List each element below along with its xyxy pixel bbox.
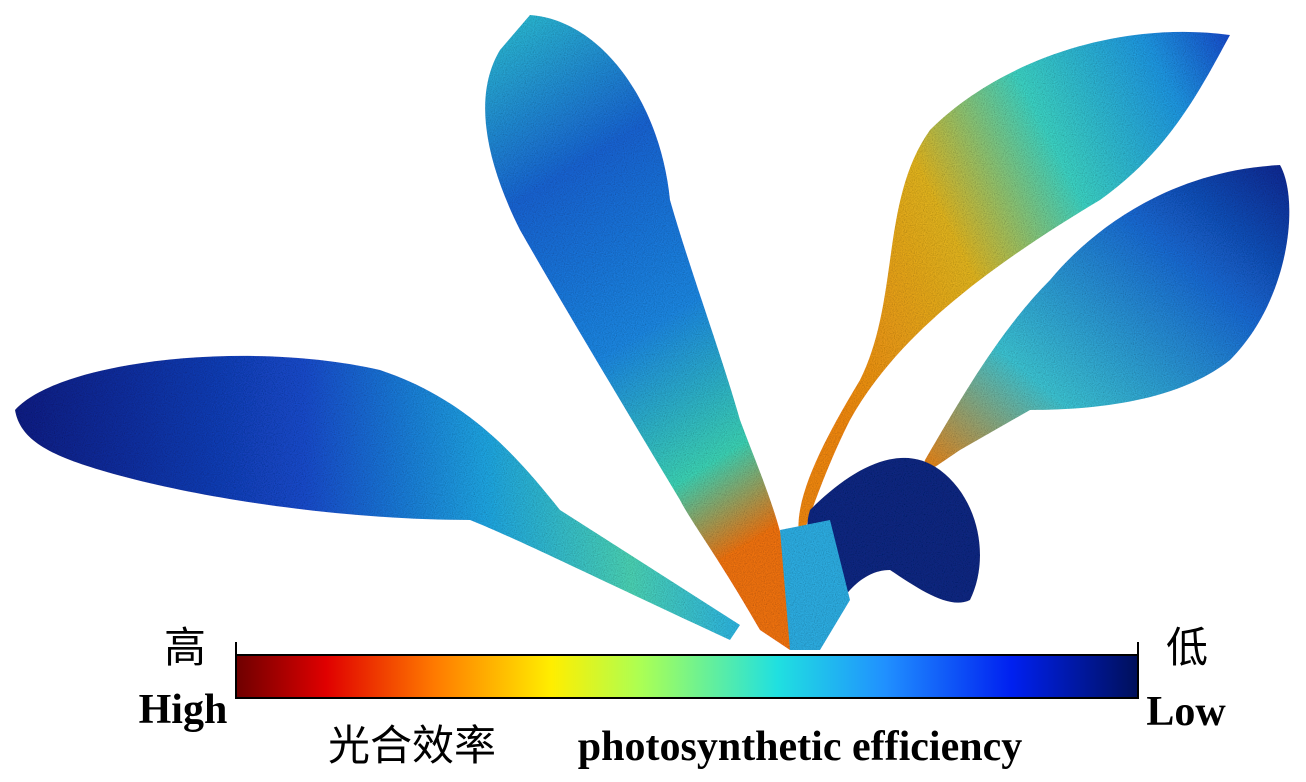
high-label-zh: 高 [164, 623, 206, 672]
plant-image [15, 15, 1290, 650]
leaf [798, 31, 1230, 540]
leaf [923, 165, 1290, 471]
colorbar [235, 654, 1139, 699]
low-label-zh: 低 [1166, 623, 1208, 672]
leaf [485, 15, 792, 650]
stem [780, 520, 850, 650]
high-label: High [139, 687, 228, 733]
low-label: Low [1146, 689, 1226, 735]
stem-region [807, 457, 980, 620]
leaf [15, 355, 740, 640]
colorbar-title-zh: 光合效率 [328, 721, 496, 770]
colorbar-title: photosynthetic efficiency [578, 724, 1022, 770]
